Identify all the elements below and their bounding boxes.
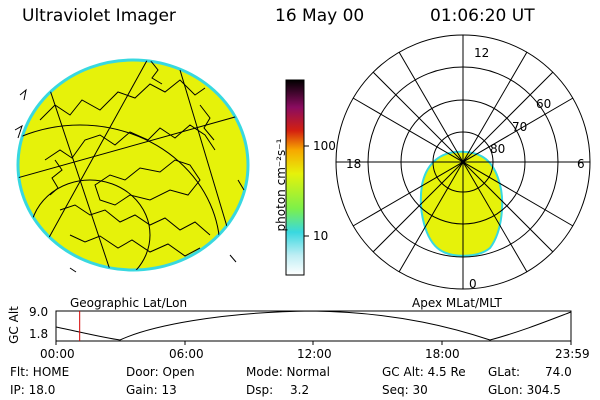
colorbar-tick-100: 100 [313, 139, 336, 153]
info-dsp: Dsp: [246, 383, 274, 397]
left-panel-caption: Geographic Lat/Lon [70, 296, 188, 310]
colorbar [285, 79, 309, 276]
info-seq: Seq: 30 [382, 383, 428, 397]
polar-grid [335, 34, 591, 290]
altitude-ylabel: GC Alt [7, 306, 21, 344]
instrument-title: Ultraviolet Imager [22, 6, 176, 26]
mlt-label-right: 6 [577, 157, 585, 171]
mlt-label-bottom: 0 [469, 277, 477, 291]
polar-emission [419, 150, 504, 257]
altitude-ytick-top: 9.0 [29, 305, 49, 319]
info-dsp-value: 3.2 [290, 383, 310, 397]
colorbar-unit-label: photon cm⁻²s⁻¹ [274, 138, 288, 232]
polar-plot [335, 34, 591, 290]
altitude-ytick-bottom: 1.8 [29, 327, 49, 341]
right-panel-caption: Apex MLat/MLT [412, 296, 502, 310]
time-tick-1800: 18:00 [425, 347, 460, 361]
time-tick-1200: 12:00 [297, 347, 332, 361]
date-label: 16 May 00 [275, 6, 365, 26]
altitude-plot [55, 310, 572, 345]
mlat-label-60: 60 [536, 97, 552, 111]
altitude-curve [55, 310, 572, 341]
info-mode: Mode: Normal [246, 365, 330, 379]
info-door: Door: Open [126, 365, 195, 379]
time-tick-0000: 00:00 [40, 347, 75, 361]
mlt-label-top: 12 [474, 46, 490, 60]
time-tick-2359: 23:59 [555, 347, 590, 361]
mlt-label-left: 18 [346, 157, 362, 171]
info-gcalt: GC Alt: 4.5 Re [382, 365, 466, 379]
info-glon: GLon: 304.5 [488, 383, 561, 397]
info-ip: IP: 18.0 [10, 383, 56, 397]
mlat-label-70: 70 [512, 120, 528, 134]
emission-disk [16, 58, 250, 272]
time-tick-0600: 06:00 [169, 347, 204, 361]
mlat-label-80: 80 [490, 142, 506, 156]
info-glat: GLat: [488, 365, 521, 379]
info-gain: Gain: 13 [126, 383, 177, 397]
info-glat-value: 74.0 [545, 365, 572, 379]
info-flt: Flt: HOME [10, 365, 70, 379]
colorbar-tick-10: 10 [313, 229, 329, 243]
time-label: 01:06:20 UT [430, 6, 535, 26]
